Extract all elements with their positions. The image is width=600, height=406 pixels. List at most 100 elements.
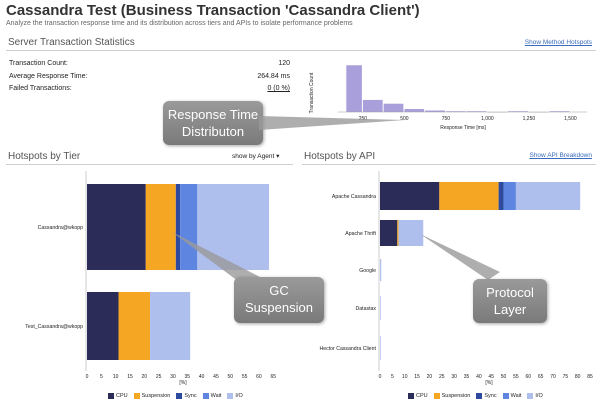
callout-gc-text: GC Suspension [245,283,313,315]
failed-transactions-link[interactable]: 0 (0 %) [267,85,290,92]
axis-tick-label: 40 [476,374,482,380]
legend-label: Suspension [141,393,171,399]
legend-item: Sync [176,393,197,399]
legend-swatch [176,393,183,399]
legend-label: Sync [484,393,497,399]
legend-label: Wait [210,393,222,399]
page-subtitle: Analyze the transaction response time an… [6,20,353,27]
show-api-breakdown-link[interactable]: Show API Breakdown [529,152,592,159]
histogram-bar [466,111,487,112]
axis-tick-label: 5 [391,374,394,380]
bar-segment-cpu [380,182,440,210]
legend-swatch [408,393,414,399]
show-method-hotspots-link[interactable]: Show Method Hotspots [524,39,592,46]
axis-tick-label: 25 [439,374,445,380]
api-section-title: Hotspots by API [304,151,376,162]
axis-tick-label: 35 [185,374,191,380]
legend-swatch [527,393,534,399]
histogram-bar [404,108,425,112]
bar-segment-cpu [380,220,398,246]
callout-gc-pointer [172,232,262,290]
histogram-bar [528,112,549,113]
callout-response-text: Response Time Distributon [167,107,259,139]
bar-segment-io [398,220,424,246]
api-x-label: [%] [485,380,493,386]
axis-tick-label: 80 [575,374,581,380]
avg-response-value: 264.84 ms [257,73,290,80]
stats-divider [6,50,596,51]
row-label: Cassandra@wkopp [38,225,83,231]
histogram-tick-label: 500 [400,116,409,122]
axis-tick-label: 60 [525,374,531,380]
legend-label: I/O [235,393,243,399]
bar-segment-wait [180,184,198,270]
axis-tick-label: 0 [379,374,382,380]
bar-segment-wait [503,182,516,210]
axis-tick-label: 5 [100,374,103,380]
response-histogram: Transaction Count 2505007501,0001,2501,5… [309,65,587,131]
tier-x-label: [%] [179,380,187,386]
legend-item: CPU [108,393,128,399]
axis-tick-label: 65 [270,374,276,380]
axis-tick-label: 45 [488,374,494,380]
legend-label: Sync [184,393,197,399]
histogram-tick-label: 1,250 [523,116,536,122]
tier-chart: Cassandra@wkopp Test_Cassandra@wkopp 0 5 10… [25,171,276,386]
legend-label: CPU [416,393,428,399]
callout-response-time: Response Time Distributon [163,101,263,145]
legend-item: CPU [408,393,428,399]
avg-response-label: Average Response Time: [9,73,88,80]
legend-swatch [502,393,509,399]
legend-swatch [133,393,140,399]
axis-tick-label: 40 [199,374,205,380]
bar-segment-io [515,182,581,210]
legend-swatch [108,393,114,399]
row-label: Datastax [356,306,377,312]
legend-swatch [202,393,209,399]
page-title: Cassandra Test (Business Transaction 'Ca… [6,2,420,19]
row-label: Google [359,268,376,274]
bar-segment-sync [498,182,504,210]
histogram-tick-label: 1,000 [481,116,494,122]
bar-segment-io [380,336,381,360]
bar-segment-sync [175,184,181,270]
axis-tick-label: 10 [113,374,119,380]
axis-tick-label: 70 [550,374,556,380]
legend-label: Suspension [441,393,471,399]
tier-section-title: Hotspots by Tier [8,151,81,162]
histogram-y-label: Transaction Count [309,72,315,113]
histogram-x-label: Response Time [ms] [440,125,486,131]
axis-tick-label: 10 [402,374,408,380]
stats-section-title: Server Transaction Statistics [8,37,135,48]
callout-protocol-pointer [420,234,500,280]
legend-item: I/O [527,393,543,399]
callout-response-pointer [259,116,405,130]
histogram-bar [549,111,570,112]
legend-item: Wait [202,393,222,399]
bar-segment-io [150,292,191,360]
histogram-tick-label: 750 [442,116,451,122]
axis-tick-label: 55 [242,374,248,380]
legend-item: Wait [502,393,522,399]
legend-item: Suspension [433,393,471,399]
bar-segment-suspension [118,292,151,360]
api-legend: CPU Suspension Sync Wait I/O [408,393,549,401]
histogram-bar [383,103,404,112]
histogram-bar [508,111,528,112]
legend-label: CPU [116,393,128,399]
histogram-bar [487,112,508,113]
api-divider [302,164,596,165]
axis-tick-label: 65 [538,374,544,380]
legend-swatch [433,393,440,399]
axis-tick-label: 15 [127,374,133,380]
axis-tick-label: 85 [587,374,593,380]
show-by-agent-dropdown[interactable]: show by Agent ▾ [232,152,279,160]
legend-item: I/O [227,393,243,399]
row-label: Apache Thrift [345,231,376,237]
legend-label: Wait [510,393,522,399]
transaction-count-label: Transaction Count: [9,60,68,67]
row-label: Test_Cassandra@wkopp [25,324,83,330]
axis-tick-label: 30 [170,374,176,380]
bar-segment-cpu [87,292,119,360]
tier-divider [6,164,293,165]
